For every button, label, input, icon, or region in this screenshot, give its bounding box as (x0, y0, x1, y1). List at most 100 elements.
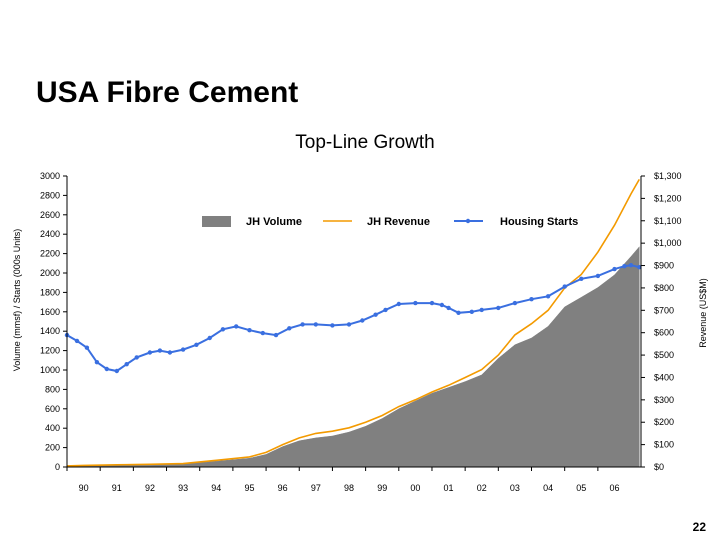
x-tick-label: 04 (543, 483, 553, 493)
x-tick-label: 94 (211, 483, 221, 493)
housing-starts-point (637, 265, 642, 270)
housing-starts-point (446, 305, 451, 311)
y-tick-label-right: $100 (654, 440, 674, 450)
housing-starts-point (529, 297, 534, 302)
housing-starts-point (439, 302, 445, 308)
y-tick-label-left: 800 (45, 384, 60, 394)
housing-starts-point (383, 307, 388, 313)
housing-starts-point (545, 294, 551, 299)
y-tick-label-left: 1000 (40, 365, 60, 375)
x-tick-label: 96 (278, 483, 288, 493)
x-tick-label: 93 (178, 483, 188, 493)
housing-starts-point (313, 322, 318, 327)
y-tick-label-right: $600 (654, 328, 674, 338)
housing-starts-point (84, 345, 90, 350)
x-tick-label: 02 (477, 483, 487, 493)
housing-starts-point (220, 327, 226, 332)
chart-title: Top-Line Growth (295, 132, 435, 153)
housing-starts-point (396, 301, 401, 307)
x-tick-label: 95 (244, 483, 254, 493)
series-area-jh-volume (66, 246, 640, 468)
y-tick-label-right: $1,200 (654, 193, 682, 203)
legend-marker-housing-starts (465, 218, 471, 224)
housing-starts-point (147, 350, 153, 355)
y-tick-label-right: $500 (654, 350, 674, 360)
housing-starts-point (234, 324, 239, 329)
x-tick-label: 98 (344, 483, 354, 493)
y-tick-label-right: $300 (654, 395, 674, 405)
housing-starts-point (562, 284, 567, 289)
housing-starts-point (612, 266, 617, 272)
y-tick-label-right: $1,000 (654, 238, 682, 248)
legend-swatch-jh-volume (202, 216, 231, 227)
housing-starts-point (114, 368, 120, 374)
x-tick-label: 90 (79, 483, 89, 493)
series-line-housing-starts (66, 264, 640, 373)
housing-starts-point (429, 300, 435, 306)
housing-starts-point (104, 366, 110, 372)
housing-starts-point (330, 323, 335, 328)
y-tick-label-right: $1,300 (654, 171, 682, 181)
housing-starts-point (456, 310, 461, 315)
housing-starts-point (373, 312, 378, 317)
x-tick-label: 06 (609, 483, 619, 493)
legend-label-housing-starts: Housing Starts (500, 216, 578, 228)
housing-starts-point (287, 326, 292, 331)
y-tick-label-left: 2400 (40, 229, 60, 239)
y-tick-label-left: 1800 (40, 287, 60, 297)
y-tick-label-right: $800 (654, 283, 674, 293)
housing-starts-point (157, 348, 163, 353)
y-tick-label-left: 200 (45, 443, 60, 453)
housing-starts-point (273, 332, 279, 338)
y-tick-label-left: 3000 (40, 171, 60, 181)
housing-starts-point (194, 342, 199, 347)
housing-starts-point (413, 300, 418, 306)
y-tick-label-right: $400 (654, 372, 674, 382)
housing-starts-point (300, 322, 305, 327)
x-tick-label: 97 (311, 483, 321, 493)
y-tick-label-left: 1200 (40, 346, 60, 356)
housing-starts-point (622, 264, 627, 269)
y-tick-label-left: 1400 (40, 326, 60, 336)
housing-starts-point (180, 347, 186, 352)
housing-starts-point (346, 322, 352, 327)
housing-starts-point (360, 318, 365, 323)
x-tick-label: 03 (510, 483, 520, 493)
x-tick-label: 99 (377, 483, 387, 493)
y-tick-label-right: $0 (654, 462, 664, 472)
y-tick-label-left: 1600 (40, 307, 60, 317)
housing-starts-point (512, 300, 518, 306)
y-tick-label-left: 2200 (40, 249, 60, 259)
housing-starts-point (260, 330, 265, 336)
y-tick-label-left: 400 (45, 423, 60, 433)
x-tick-label: 05 (576, 483, 586, 493)
housing-starts-point (124, 362, 129, 367)
housing-starts-point (496, 305, 501, 311)
slide-title: USA Fibre Cement (36, 76, 299, 109)
housing-starts-point (94, 360, 100, 365)
housing-starts-point (167, 350, 173, 355)
legend-label-jh-volume: JH Volume (246, 216, 302, 228)
legend-label-jh-revenue: JH Revenue (367, 216, 430, 228)
page-number: 22 (692, 520, 706, 534)
y-tick-label-right: $1,100 (654, 216, 682, 226)
x-tick-label: 01 (444, 483, 454, 493)
y-tick-label-left: 0 (55, 462, 60, 472)
housing-starts-point (469, 309, 474, 314)
housing-starts-point (74, 338, 80, 344)
x-tick-label: 92 (145, 483, 155, 493)
y-tick-label-left: 2800 (40, 190, 60, 200)
x-tick-label: 91 (112, 483, 122, 493)
housing-starts-point (134, 355, 139, 360)
housing-starts-point (579, 276, 584, 281)
y-tick-label-left: 600 (45, 404, 60, 414)
x-tick-label: 00 (410, 483, 420, 493)
y-tick-label-right: $900 (654, 261, 674, 271)
y-tick-label-left: 2000 (40, 268, 60, 278)
y-tick-label-right: $700 (654, 305, 674, 315)
housing-starts-point (628, 263, 634, 268)
housing-starts-point (207, 335, 212, 341)
housing-starts-point (247, 328, 252, 333)
y-tick-label-right: $200 (654, 417, 674, 427)
y-tick-label-left: 2600 (40, 210, 60, 220)
